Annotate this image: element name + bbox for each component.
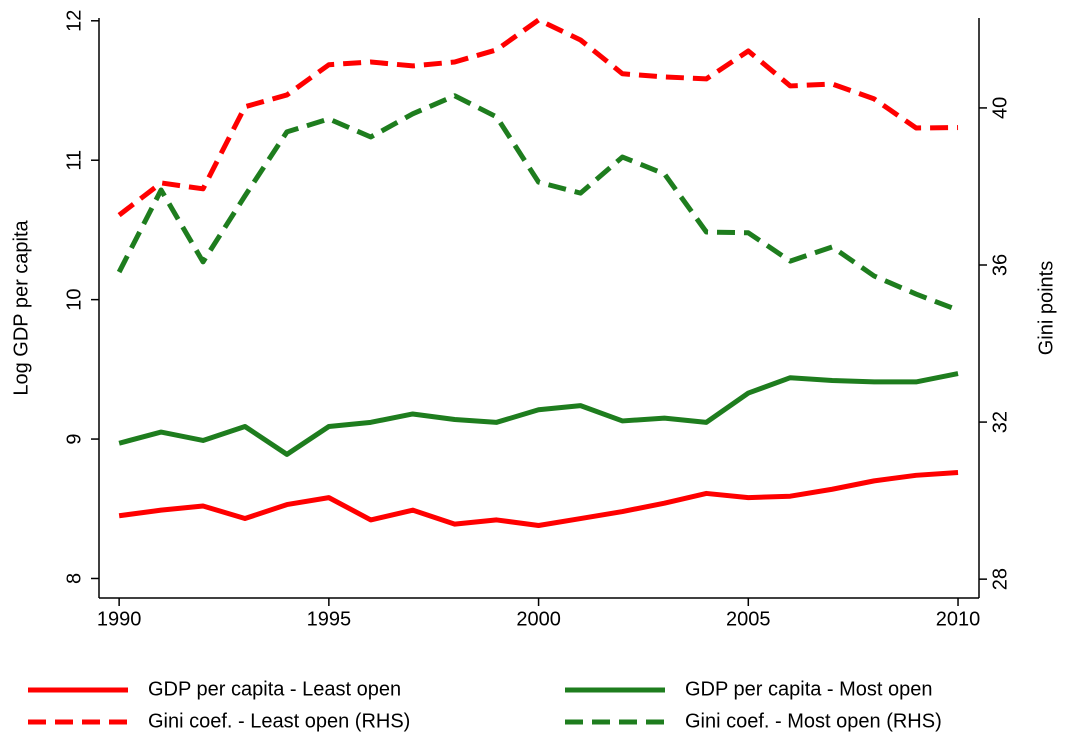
y2-tick-label: 36 xyxy=(989,254,1011,276)
y2-tick-label: 28 xyxy=(989,568,1011,590)
y2-axis-label: Gini points xyxy=(1035,261,1057,356)
y-axis-label: Log GDP per capita xyxy=(10,219,32,395)
legend-label: GDP per capita - Least open xyxy=(148,678,401,700)
x-tick-label: 1990 xyxy=(97,608,142,630)
x-tick-label: 2005 xyxy=(726,608,771,630)
x-tick-label: 1995 xyxy=(307,608,352,630)
series-line xyxy=(116,93,959,313)
legend-label: Gini coef. - Least open (RHS) xyxy=(148,710,410,732)
y-tick-label: 12 xyxy=(63,10,85,32)
legend-label: GDP per capita - Most open xyxy=(685,678,933,700)
series-line xyxy=(118,470,959,528)
y-tick-label: 9 xyxy=(63,433,85,444)
y2-tick-label: 32 xyxy=(989,411,1011,433)
x-tick-label: 2010 xyxy=(936,608,981,630)
y2-tick-label: 40 xyxy=(989,97,1011,119)
y-tick-label: 10 xyxy=(63,289,85,311)
series-line xyxy=(118,371,959,457)
legend-label: Gini coef. - Most open (RHS) xyxy=(685,710,942,732)
x-tick-label: 2000 xyxy=(516,608,561,630)
y-tick-label: 11 xyxy=(63,150,85,171)
y-tick-label: 8 xyxy=(63,573,85,584)
series-line xyxy=(117,17,959,218)
